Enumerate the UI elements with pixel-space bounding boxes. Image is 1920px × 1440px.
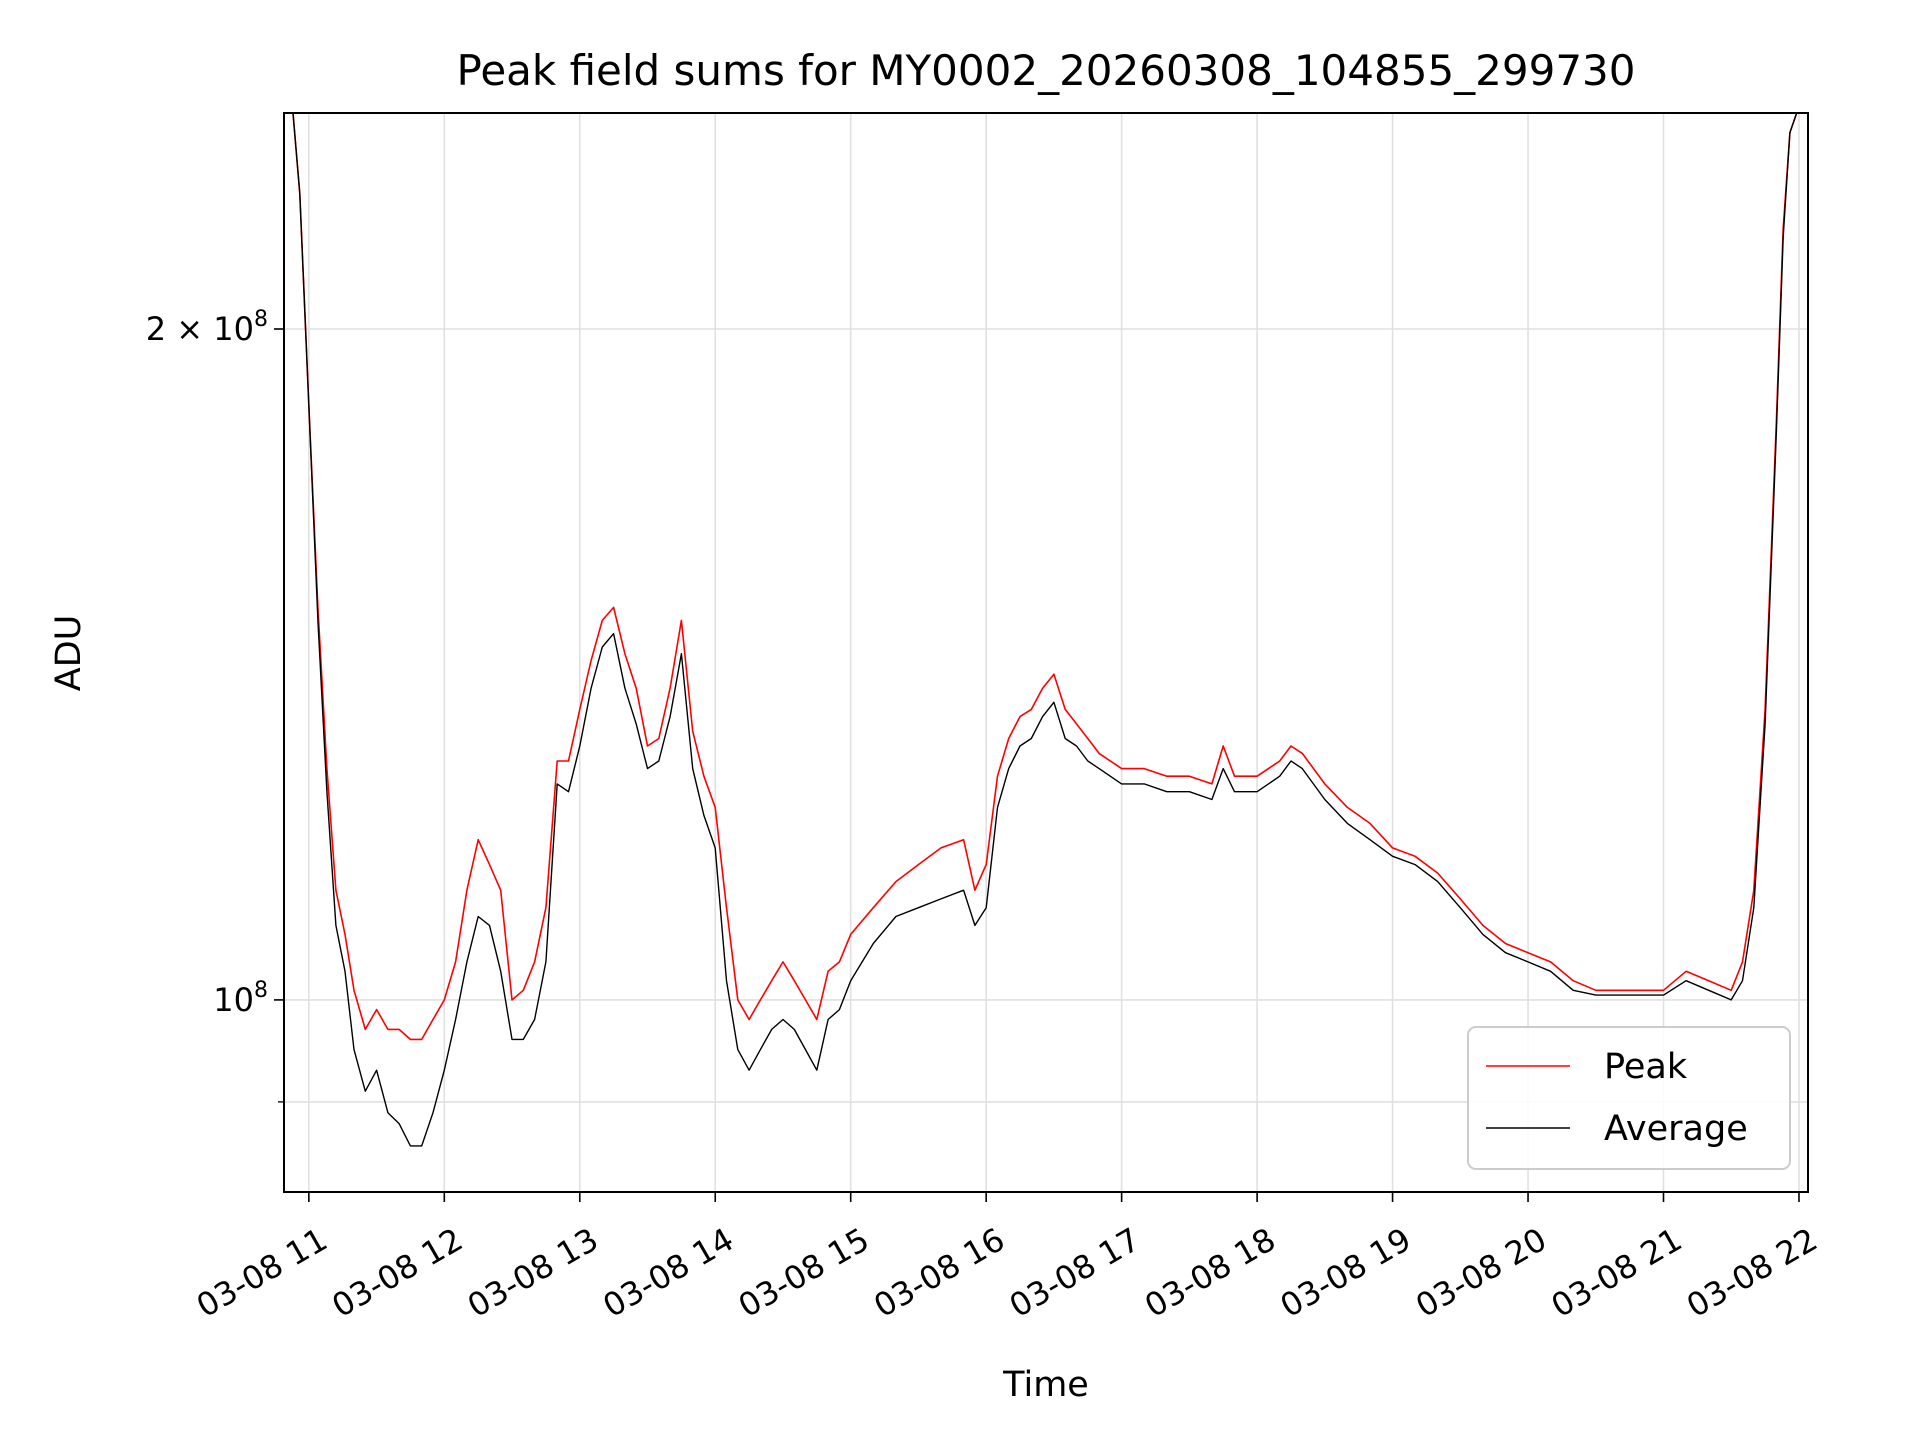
plot-frame xyxy=(283,112,1809,1193)
x-axis-title: Time xyxy=(1002,1365,1089,1405)
y-tick-base: 10 xyxy=(213,310,254,348)
legend-label-peak: Peak xyxy=(1604,1047,1688,1087)
legend-frame xyxy=(1467,1026,1791,1170)
average-series-line xyxy=(284,113,1798,1147)
legend: Peak Average xyxy=(1467,1026,1791,1170)
peak-series-line xyxy=(284,113,1798,1041)
y-tick-mantissa: 2 × xyxy=(146,310,214,348)
legend-label-average: Average xyxy=(1604,1109,1748,1149)
y-tick-exponent: 8 xyxy=(254,307,268,332)
y-tick-exponent: 8 xyxy=(254,978,268,1003)
grid-lines xyxy=(284,113,1808,1192)
y-tick-base: 10 xyxy=(213,981,254,1019)
chart-title: Peak field sums for MY0002_20260308_1048… xyxy=(456,46,1635,95)
y-tick-label: 108 xyxy=(213,978,268,1019)
series-lines xyxy=(284,113,1798,1147)
y-axis-title: ADU xyxy=(49,615,89,692)
y-tick-label: 2 × 108 xyxy=(146,307,268,348)
